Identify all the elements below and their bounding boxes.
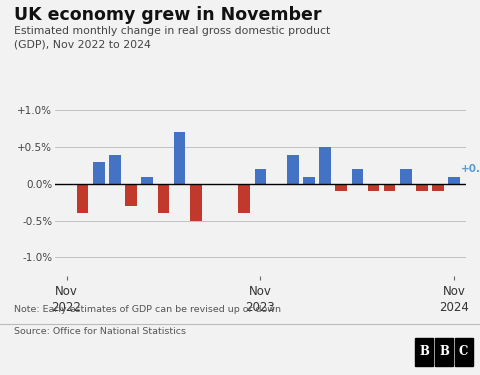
Bar <box>174 132 185 184</box>
Bar <box>448 177 460 184</box>
Bar <box>125 184 137 206</box>
Bar <box>432 184 444 191</box>
Text: UK economy grew in November: UK economy grew in November <box>14 6 322 24</box>
Bar <box>239 184 250 213</box>
Bar <box>157 184 169 213</box>
Bar <box>303 177 315 184</box>
Bar <box>142 177 153 184</box>
Bar <box>384 184 396 191</box>
Bar <box>77 184 88 213</box>
Bar <box>190 184 202 220</box>
Bar <box>400 169 412 184</box>
Bar <box>254 169 266 184</box>
Text: C: C <box>459 345 468 358</box>
Text: +0.1%: +0.1% <box>461 164 480 174</box>
Bar <box>351 169 363 184</box>
Text: Source: Office for National Statistics: Source: Office for National Statistics <box>14 327 186 336</box>
Bar <box>368 184 379 191</box>
Bar <box>93 162 105 184</box>
Bar <box>109 154 121 184</box>
Bar <box>287 154 299 184</box>
Text: Note: Early estimates of GDP can be revised up or down: Note: Early estimates of GDP can be revi… <box>14 304 281 313</box>
Text: Estimated monthly change in real gross domestic product
(GDP), Nov 2022 to 2024: Estimated monthly change in real gross d… <box>14 26 331 50</box>
Bar <box>336 184 347 191</box>
Text: B: B <box>439 345 449 358</box>
Bar <box>416 184 428 191</box>
Text: B: B <box>420 345 429 358</box>
Bar <box>319 147 331 184</box>
